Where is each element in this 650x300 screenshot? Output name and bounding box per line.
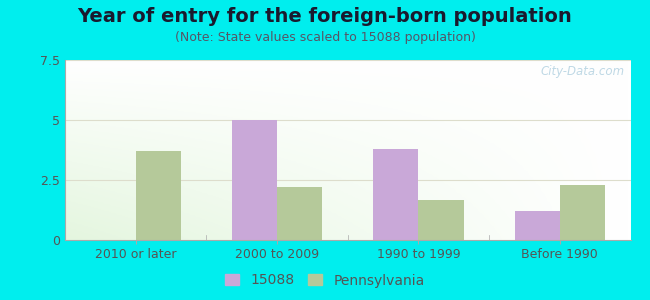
Bar [277,187,322,240]
Bar [136,151,181,240]
Bar [560,185,605,240]
Text: (Note: State values scaled to 15088 population): (Note: State values scaled to 15088 popu… [175,32,475,44]
Bar [232,120,277,240]
Bar [515,211,560,240]
Bar [373,149,419,240]
Bar [419,200,463,240]
Text: Year of entry for the foreign-born population: Year of entry for the foreign-born popul… [77,8,573,26]
Legend: 15088, Pennsylvania: 15088, Pennsylvania [220,268,430,293]
Text: City-Data.com: City-Data.com [541,65,625,78]
